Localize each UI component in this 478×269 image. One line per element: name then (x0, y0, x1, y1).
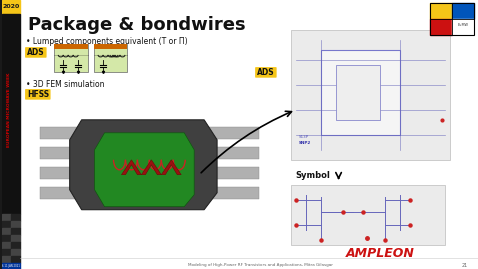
Bar (2, 242, 11, 249)
Bar (11, 228, 20, 235)
Bar (430, 3, 452, 19)
Text: • 3D FEM simulation: • 3D FEM simulation (26, 80, 104, 89)
FancyBboxPatch shape (255, 67, 277, 78)
Polygon shape (95, 133, 194, 207)
FancyBboxPatch shape (25, 47, 46, 58)
Bar (54, 44, 87, 49)
Text: ADS: ADS (257, 68, 275, 77)
Bar (2, 263, 20, 269)
Text: • Lumped components equivalent (T or Π): • Lumped components equivalent (T or Π) (26, 37, 187, 46)
Bar (291, 30, 450, 160)
Text: 21: 21 (462, 263, 468, 268)
Bar (204, 167, 259, 179)
Bar (204, 187, 259, 199)
Bar (452, 19, 474, 35)
Text: AMPLEON: AMPLEON (346, 247, 415, 260)
Bar (11, 214, 20, 221)
Text: 2020: 2020 (2, 5, 20, 9)
Bar (11, 242, 20, 249)
Polygon shape (141, 160, 161, 175)
Bar (2, 214, 11, 221)
Text: Symbol: Symbol (296, 171, 331, 180)
Polygon shape (70, 120, 217, 210)
Bar (94, 44, 128, 72)
Bar (94, 44, 128, 49)
Polygon shape (161, 160, 181, 175)
Bar (2, 249, 11, 256)
Text: EuMW: EuMW (457, 23, 468, 27)
Bar (40, 167, 95, 179)
Bar (452, 3, 474, 19)
Text: Modeling of High-Power RF Transistors and Applications, Mitra Gilasgar: Modeling of High-Power RF Transistors an… (188, 263, 333, 267)
Bar (291, 185, 445, 245)
Bar (11, 221, 20, 228)
FancyBboxPatch shape (25, 89, 51, 100)
Bar (430, 3, 474, 35)
Text: S13P: S13P (299, 135, 309, 139)
Bar (321, 50, 400, 135)
Bar (2, 14, 20, 214)
Bar (2, 0, 20, 14)
Text: Package & bondwires: Package & bondwires (28, 16, 246, 34)
Bar (11, 249, 20, 256)
Polygon shape (121, 160, 141, 175)
Bar (204, 127, 259, 139)
Bar (336, 65, 380, 120)
Text: 6-11 JAN 2021: 6-11 JAN 2021 (2, 264, 20, 268)
Bar (2, 256, 11, 263)
Bar (40, 127, 95, 139)
Text: HFSS: HFSS (27, 90, 49, 99)
Bar (11, 235, 20, 242)
Bar (40, 147, 95, 159)
Text: SNP2: SNP2 (299, 141, 311, 145)
Bar (2, 228, 11, 235)
Bar (2, 221, 11, 228)
Bar (11, 256, 20, 263)
Text: ADS: ADS (27, 48, 44, 57)
Bar (40, 187, 95, 199)
Bar (2, 235, 11, 242)
Bar (204, 147, 259, 159)
Bar (430, 3, 474, 35)
Bar (54, 44, 87, 72)
Text: EUROPEAN MICROWAVE WEEK: EUROPEAN MICROWAVE WEEK (7, 73, 11, 147)
Bar (430, 19, 452, 35)
